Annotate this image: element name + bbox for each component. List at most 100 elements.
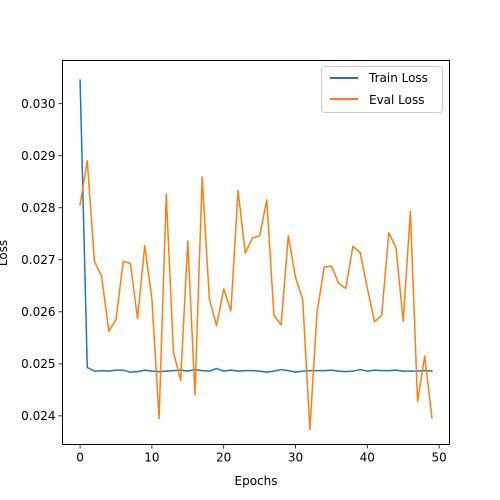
data-point-eval-loss [402, 320, 404, 322]
data-point-eval-loss [316, 311, 318, 313]
x-tick-label: 50 [431, 451, 446, 465]
data-point-train-loss [273, 370, 275, 372]
data-point-train-loss [158, 371, 160, 373]
data-point-eval-loss [266, 199, 268, 201]
data-point-eval-loss [381, 314, 383, 317]
data-point-train-loss [101, 370, 103, 372]
data-point-train-loss [136, 371, 139, 373]
x-tick-label: 30 [288, 451, 303, 465]
y-axis-label: Loss [0, 240, 10, 266]
data-point-train-loss [352, 370, 354, 372]
data-point-train-loss [108, 370, 110, 372]
x-tick-label: 10 [144, 451, 159, 465]
data-point-train-loss [93, 370, 96, 372]
data-point-eval-loss [287, 235, 289, 237]
data-point-eval-loss [251, 237, 254, 239]
data-point-train-loss [431, 370, 433, 372]
data-point-train-loss [251, 370, 254, 372]
data-point-eval-loss [79, 204, 81, 206]
data-point-eval-loss [172, 351, 175, 353]
data-point-train-loss [416, 370, 419, 372]
data-point-eval-loss [151, 298, 153, 300]
data-point-eval-loss [388, 232, 390, 234]
data-point-eval-loss [352, 245, 354, 247]
data-point-train-loss [86, 366, 88, 369]
data-point-eval-loss [115, 319, 117, 321]
data-point-eval-loss [395, 247, 397, 249]
y-tick-label: 0.028 [21, 201, 55, 215]
data-point-eval-loss [409, 210, 411, 212]
data-point-train-loss [187, 370, 189, 372]
y-tick-label: 0.026 [21, 305, 55, 319]
data-point-train-loss [115, 369, 117, 371]
y-tick-label: 0.025 [21, 357, 55, 371]
data-point-train-loss [280, 368, 282, 371]
data-point-eval-loss [309, 428, 311, 431]
data-point-train-loss [330, 369, 332, 371]
data-point-train-loss [323, 370, 325, 372]
data-point-train-loss [359, 368, 361, 371]
y-tick-label: 0.029 [21, 149, 55, 163]
data-point-eval-loss [165, 193, 167, 195]
data-point-eval-loss [373, 321, 376, 323]
data-point-train-loss [409, 370, 411, 372]
data-point-eval-loss [194, 394, 196, 396]
data-point-train-loss [144, 369, 146, 371]
data-point-train-loss [381, 370, 383, 372]
data-point-train-loss [237, 370, 239, 372]
data-point-train-loss [388, 370, 390, 372]
data-point-eval-loss [424, 355, 426, 357]
data-point-train-loss [287, 370, 289, 372]
y-tick-label: 0.030 [21, 97, 55, 111]
data-point-eval-loss [230, 310, 232, 312]
data-point-train-loss [258, 370, 261, 372]
data-point-train-loss [266, 371, 268, 373]
data-point-train-loss [345, 371, 347, 373]
data-point-train-loss [309, 370, 311, 372]
plot-lines [79, 79, 433, 431]
data-point-train-loss [129, 371, 131, 373]
y-tick-label: 0.024 [21, 409, 55, 423]
data-point-eval-loss [108, 330, 110, 332]
data-point-eval-loss [223, 288, 225, 290]
x-tick-label: 20 [216, 451, 231, 465]
data-point-eval-loss [273, 314, 275, 317]
data-point-eval-loss [158, 417, 160, 420]
data-point-eval-loss [129, 262, 131, 265]
y-axis-ticks: 0.024 0.025 0.026 0.027 0.028 0.029 0.030 [21, 97, 63, 423]
data-point-eval-loss [280, 324, 282, 326]
data-point-train-loss [294, 371, 297, 373]
x-tick-label: 0 [76, 451, 84, 465]
data-point-train-loss [373, 369, 376, 371]
data-point-eval-loss [144, 245, 146, 247]
data-point-train-loss [215, 367, 218, 370]
data-point-train-loss [402, 370, 404, 372]
data-point-eval-loss [323, 266, 325, 268]
data-point-eval-loss [345, 287, 347, 289]
data-point-eval-loss [187, 240, 189, 242]
series-line-train-loss [79, 79, 433, 373]
data-point-train-loss [316, 370, 318, 372]
data-point-eval-loss [337, 282, 340, 284]
data-point-train-loss [366, 370, 368, 372]
data-point-eval-loss [122, 260, 124, 262]
data-point-eval-loss [136, 317, 139, 320]
data-point-train-loss [201, 370, 203, 372]
data-point-eval-loss [93, 260, 96, 262]
data-point-train-loss [151, 370, 153, 372]
y-tick-label: 0.027 [21, 253, 55, 267]
data-point-train-loss [395, 369, 397, 371]
data-point-eval-loss [201, 176, 203, 178]
data-point-eval-loss [215, 325, 218, 327]
x-tick-label: 40 [360, 451, 375, 465]
series-line-eval-loss [79, 160, 433, 431]
data-point-train-loss [208, 370, 210, 372]
data-point-train-loss [165, 370, 167, 372]
data-point-eval-loss [359, 251, 361, 254]
data-point-eval-loss [180, 379, 182, 382]
data-point-eval-loss [431, 417, 433, 419]
data-point-eval-loss [237, 189, 239, 192]
data-point-eval-loss [294, 276, 297, 279]
data-point-eval-loss [258, 235, 261, 237]
